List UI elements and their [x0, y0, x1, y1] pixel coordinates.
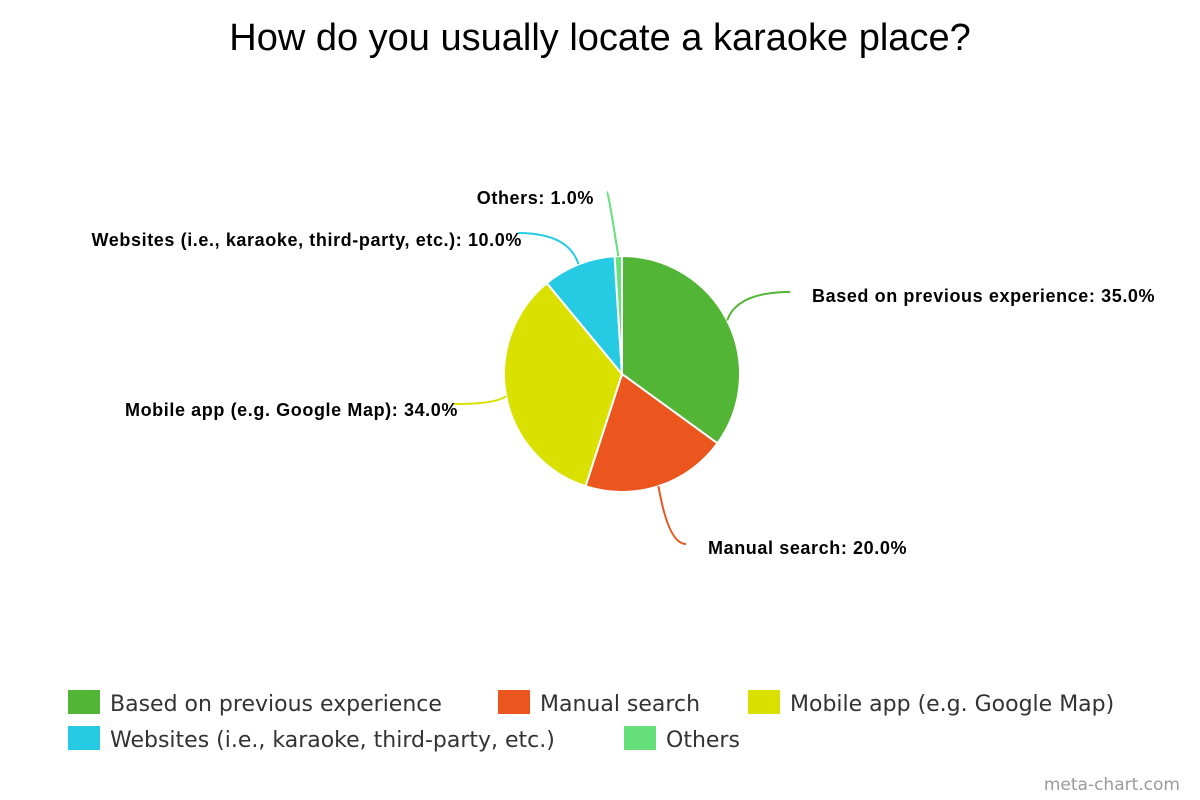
legend: Based on previous experience Manual searc…: [68, 690, 1114, 753]
pie-slice-2[interactable]: [584, 372, 719, 493]
credit-text[interactable]: meta-chart.com: [1044, 775, 1180, 795]
slice-label-4: Websites (i.e., karaoke, third-party, et…: [92, 230, 522, 250]
legend-item-3[interactable]: Mobile app (e.g. Google Map): [748, 690, 1114, 717]
legend-item-5[interactable]: Others: [624, 726, 740, 753]
legend-item-2[interactable]: Manual search: [498, 690, 700, 717]
leader-line-3: [453, 395, 507, 405]
leader-line-2: [657, 486, 687, 545]
chart-title: How do you usually locate a karaoke plac…: [229, 17, 970, 59]
legend-swatch: [624, 726, 656, 750]
slice-label-5: Others: 1.0%: [477, 188, 594, 208]
legend-item-4[interactable]: Websites (i.e., karaoke, third-party, et…: [68, 726, 555, 753]
legend-swatch: [748, 690, 780, 714]
pie-slice-5[interactable]: [613, 254, 623, 375]
pie-slices: [503, 254, 741, 493]
legend-label: Websites (i.e., karaoke, third-party, et…: [110, 728, 555, 753]
legend-label: Mobile app (e.g. Google Map): [790, 692, 1114, 717]
slice-label-2: Manual search: 20.0%: [708, 538, 907, 558]
legend-swatch: [68, 690, 100, 714]
legend-label: Others: [666, 728, 740, 753]
legend-swatch: [498, 690, 530, 714]
legend-swatch: [68, 726, 100, 750]
pie-slice-4[interactable]: [545, 255, 624, 378]
slice-label-1: Based on previous experience: 35.0%: [812, 286, 1155, 306]
leader-line-4: [517, 232, 580, 265]
slice-labels: Based on previous experience: 35.0% Manua…: [92, 188, 1155, 558]
legend-label: Manual search: [540, 692, 700, 717]
pie-slice-1[interactable]: [621, 254, 741, 445]
leader-line-1: [726, 291, 791, 321]
legend-item-1[interactable]: Based on previous experience: [68, 690, 442, 717]
leader-line-5: [606, 191, 620, 257]
legend-label: Based on previous experience: [110, 692, 442, 717]
leader-lines: [453, 191, 791, 545]
slice-label-3: Mobile app (e.g. Google Map): 34.0%: [125, 400, 458, 420]
